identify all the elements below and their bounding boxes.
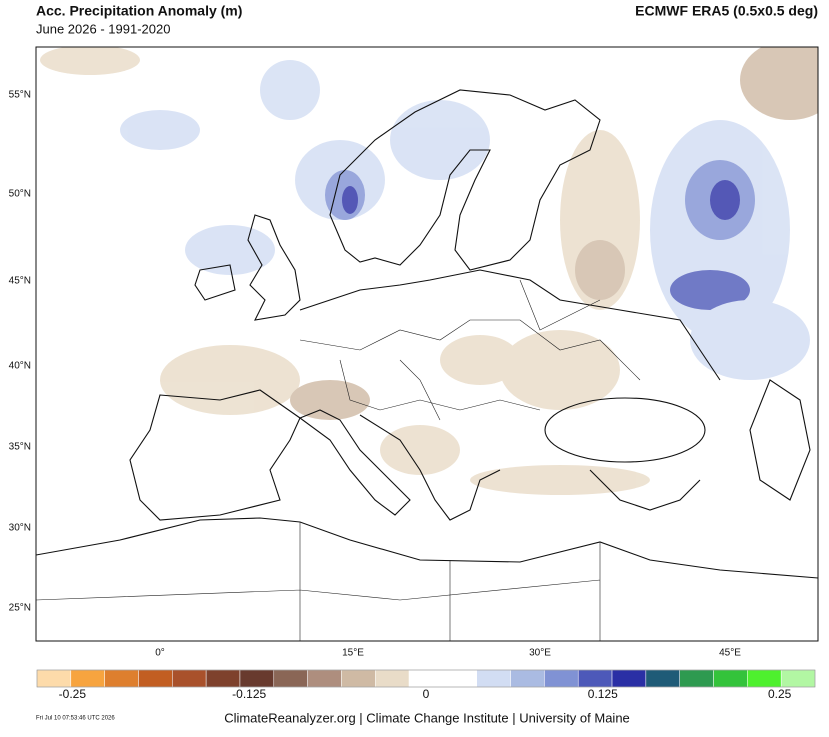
anomaly-fields: [40, 47, 818, 495]
lat-label: 50°N: [9, 189, 31, 200]
dataset: ECMWF ERA5 (0.5x0.5 deg): [635, 3, 818, 19]
colorbar-swatch: [205, 669, 241, 688]
colorbar-swatch: [747, 669, 782, 688]
map-frame: [35, 46, 819, 642]
colorbar-swatch: [307, 669, 342, 688]
lat-label: 30°N: [9, 523, 31, 534]
lat-label: 25°N: [9, 603, 31, 614]
lat-label: 40°N: [9, 361, 31, 372]
colorbar-swatch: [679, 669, 714, 688]
lon-label: 15°E: [342, 648, 364, 659]
coastlines: [36, 89, 818, 579]
colorbar-tick-label: 0: [423, 687, 430, 701]
colorbar-swatch: [36, 669, 72, 688]
colorbar-swatch: [713, 669, 748, 688]
map: [35, 46, 819, 642]
colorbar: -0.25 -0.125 0 0.125 0.25: [36, 669, 816, 701]
colorbar-swatch: [780, 669, 816, 688]
lon-label: 45°E: [719, 648, 741, 659]
colorbar-swatch: [611, 669, 647, 688]
colorbar-swatch: [476, 669, 511, 688]
map-content: [36, 47, 818, 641]
colorbar-swatch: [172, 669, 207, 688]
colorbar-swatch: [375, 669, 410, 688]
colorbar-swatch: [70, 669, 105, 688]
colorbar-tick-label: 0.25: [768, 687, 792, 701]
lon-label: 30°E: [529, 648, 551, 659]
timestamp: Fri Jul 10 07:53:46 UTC 2026: [36, 716, 115, 722]
colorbar-swatch: [104, 669, 139, 688]
source: ClimateReanalyzer.org | Climate Change I…: [224, 710, 630, 725]
lat-label: 45°N: [9, 276, 31, 287]
colorbar-swatch: [645, 669, 680, 688]
colorbar-swatch: [239, 669, 275, 688]
lat-label: 35°N: [9, 442, 31, 453]
colorbar-swatch: [544, 669, 579, 688]
lon-label: 0°: [155, 648, 165, 659]
colorbar-swatch: [442, 669, 477, 688]
borders: [36, 279, 641, 641]
colorbar-tick-label: -0.125: [232, 687, 266, 701]
subtitle: June 2026 - 1991-2020: [36, 21, 170, 36]
colorbar-swatch: [510, 669, 545, 688]
colorbar-frame: [36, 669, 816, 688]
colorbar-swatch: [341, 669, 376, 688]
colorbar-swatch: [577, 669, 613, 688]
lat-label: 55°N: [9, 90, 31, 101]
colorbar-swatch: [273, 669, 308, 688]
colorbar-tick-label: 0.125: [588, 687, 618, 701]
colorbar-swatch: [138, 669, 173, 688]
title: Acc. Precipitation Anomaly (m): [36, 3, 242, 19]
colorbar-tick-label: -0.25: [59, 687, 87, 701]
colorbar-swatch: [408, 669, 444, 688]
